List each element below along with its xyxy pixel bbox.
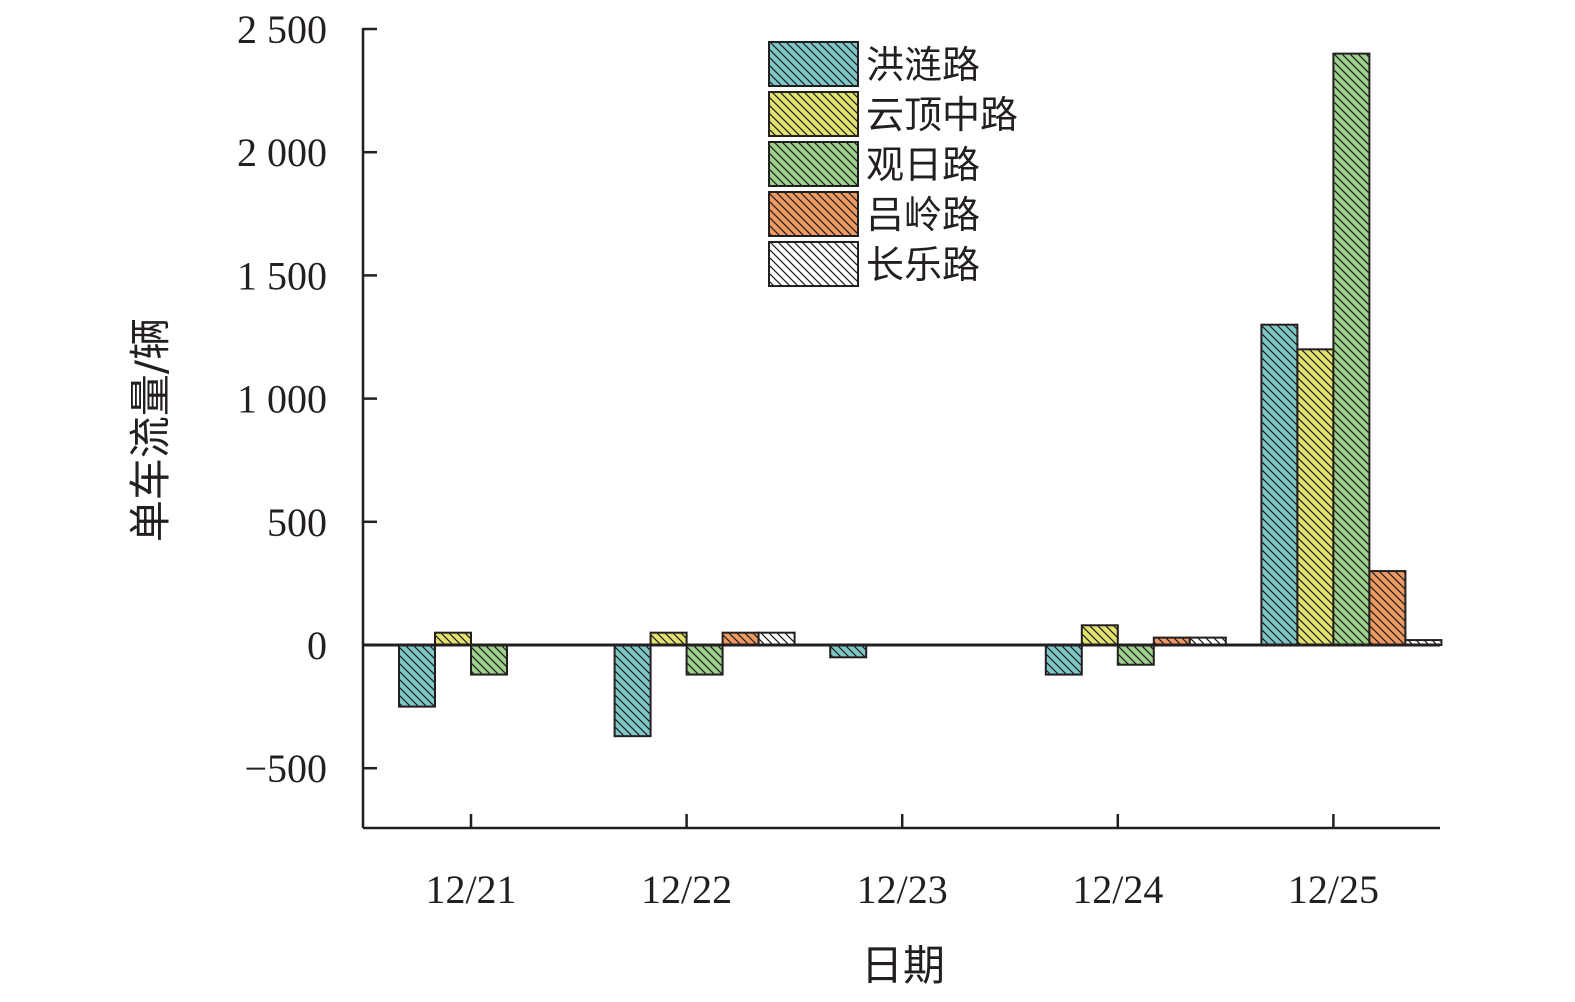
x-tick-label: 12/21	[425, 867, 516, 912]
legend-label: 观日路	[866, 143, 980, 187]
bar	[1116, 644, 1155, 666]
x-tick-label: 12/22	[641, 867, 732, 912]
bar	[398, 644, 436, 708]
legend-label: 吕岭路	[866, 193, 980, 237]
y-tick-label: 1 000	[237, 377, 327, 422]
bar	[1260, 323, 1299, 646]
y-tick-label: −500	[244, 746, 327, 791]
x-tick-label: 12/24	[1072, 867, 1163, 912]
bar	[685, 644, 724, 676]
x-tick-label: 12/25	[1288, 867, 1379, 912]
legend-item: 云顶中路	[768, 91, 1018, 137]
y-tick-label: 1 500	[237, 253, 327, 298]
legend-item: 观日路	[768, 141, 980, 187]
legend-item: 吕岭路	[768, 191, 980, 237]
bar	[829, 644, 868, 659]
legend-item: 洪涟路	[768, 41, 980, 87]
bar	[1080, 624, 1119, 647]
x-tick-label: 12/23	[857, 867, 948, 912]
bar	[721, 631, 760, 646]
legend-label: 洪涟路	[866, 43, 980, 87]
legend-label: 长乐路	[866, 243, 980, 287]
bar	[1296, 348, 1335, 646]
y-tick-label: 2 000	[237, 130, 327, 175]
bar	[434, 631, 472, 646]
y-axis-title: 单车流量/辆	[126, 318, 175, 542]
bar	[470, 644, 508, 676]
bar	[757, 631, 796, 646]
y-tick-label: 0	[307, 623, 327, 668]
legend-label: 云顶中路	[866, 93, 1018, 137]
y-tick-label: 500	[267, 500, 327, 545]
y-tick-label: 2 500	[237, 7, 327, 52]
bar	[613, 644, 652, 738]
bar	[1044, 644, 1083, 676]
bar	[1332, 52, 1371, 646]
x-axis-title: 日期	[861, 941, 945, 990]
legend-item: 长乐路	[768, 241, 980, 287]
bar	[649, 631, 688, 646]
bar	[1368, 570, 1407, 647]
